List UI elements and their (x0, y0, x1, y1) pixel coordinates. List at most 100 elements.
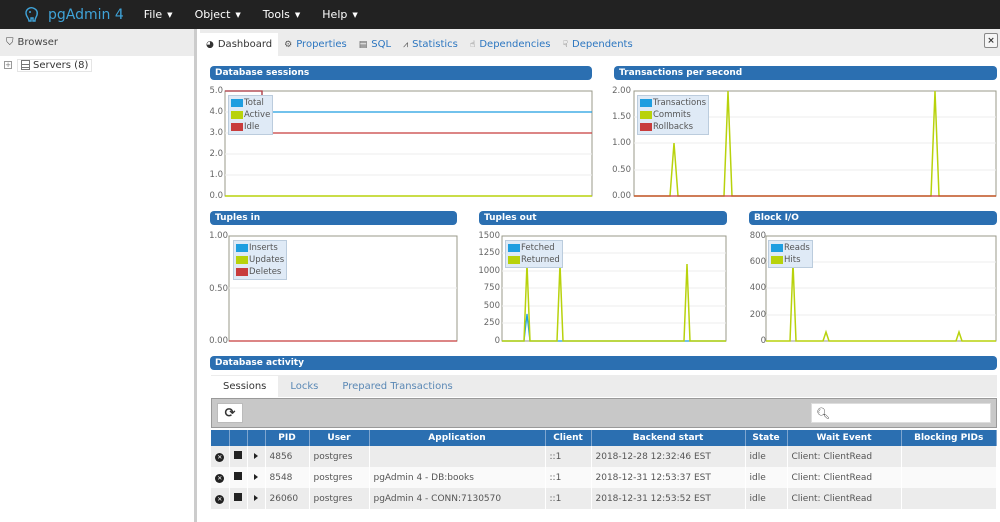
swatch-icon (236, 268, 248, 276)
tab-sessions[interactable]: Sessions (211, 376, 279, 397)
legend-label: Reads (784, 243, 810, 253)
y-tick: 0.0 (209, 191, 223, 201)
tab-locks[interactable]: Locks (290, 381, 319, 392)
cancel-button[interactable] (229, 488, 248, 509)
y-tick: 0.00 (612, 191, 631, 201)
menu-tools-label: Tools (262, 8, 290, 21)
y-tick: 250 (483, 318, 500, 328)
y-tick: 0.50 (612, 165, 631, 175)
tab-statistics[interactable]: ⩘ Statistics (397, 33, 464, 56)
swatch-icon (640, 111, 652, 119)
col-backend-start[interactable]: Backend start (591, 430, 746, 446)
cell-blocking-pids (901, 467, 997, 488)
search-box[interactable]: 🔍︎ (811, 403, 991, 423)
tuples-out-chart: 1500 1250 1000 750 500 250 0 Fetched Ret… (472, 231, 732, 349)
terminate-button[interactable]: ✕ (211, 488, 230, 509)
col-application[interactable]: Application (369, 430, 546, 446)
menu-object[interactable]: Object ▼ (195, 8, 241, 21)
col-client[interactable]: Client (545, 430, 592, 446)
expand-icon[interactable]: + (4, 61, 12, 69)
refresh-button[interactable]: ⟳ (217, 403, 243, 423)
table-row[interactable]: ✕ 26060 postgres pgAdmin 4 - CONN:713057… (211, 488, 997, 509)
stop-icon (234, 493, 242, 501)
col-pid[interactable]: PID (265, 430, 310, 446)
tab-dependencies-label: Dependencies (479, 39, 551, 50)
col-state[interactable]: State (745, 430, 788, 446)
activity-tabs: Sessions Locks Prepared Transactions (211, 375, 997, 397)
caret-down-icon: ▼ (235, 10, 241, 19)
tab-statistics-label: Statistics (412, 39, 458, 50)
sessions-table: PID User Application Client Backend star… (211, 430, 997, 509)
tps-chart: 2.00 1.50 1.00 0.50 0.00 Transactions Co… (600, 86, 1000, 204)
cell-application: pgAdmin 4 - DB:books (369, 467, 546, 488)
legend-item: Updates (236, 254, 284, 266)
tuples-in-legend: Inserts Updates Deletes (233, 240, 288, 280)
tab-properties[interactable]: ⚙ Properties (278, 33, 353, 56)
cell-client: ::1 (545, 467, 592, 488)
servers-label: Servers (8) (33, 59, 89, 71)
cancel-button[interactable] (229, 467, 248, 488)
tab-dependencies[interactable]: ☝ Dependencies (464, 33, 557, 56)
swatch-icon (231, 123, 243, 131)
y-tick: 0.00 (209, 336, 228, 346)
caret-down-icon: ▼ (167, 10, 173, 19)
col-user[interactable]: User (309, 430, 370, 446)
expand-row-button[interactable] (247, 446, 266, 467)
caret-down-icon: ▼ (352, 10, 358, 19)
app-logo: pgAdmin 4 (22, 5, 124, 25)
search-icon: 🔍︎ (816, 406, 830, 420)
y-tick: 1.00 (209, 231, 228, 241)
menu-tools[interactable]: Tools ▼ (263, 8, 301, 21)
legend-label: Deletes (249, 267, 282, 277)
cell-user: postgres (309, 467, 370, 488)
tab-prepared-transactions[interactable]: Prepared Transactions (342, 381, 453, 392)
close-panel-button[interactable]: × (984, 33, 998, 48)
cell-state: idle (745, 467, 788, 488)
legend-label: Idle (244, 122, 260, 132)
y-tick: 1250 (478, 248, 500, 258)
legend-item: Idle (231, 121, 270, 133)
tps-panel-title: Transactions per second (614, 66, 997, 80)
tab-dashboard[interactable]: ◕ Dashboard (200, 33, 279, 56)
menu-file[interactable]: File ▼ (144, 8, 173, 21)
legend-item: Rollbacks (640, 121, 706, 133)
legend-label: Fetched (521, 243, 555, 253)
tuples-in-panel-title: Tuples in (210, 211, 457, 225)
cell-blocking-pids (901, 446, 997, 467)
table-row[interactable]: ✕ 4856 postgres ::1 2018-12-28 12:32:46 … (211, 446, 997, 467)
search-input[interactable] (833, 407, 990, 419)
tree-item-servers[interactable]: + Servers (8) (0, 58, 194, 72)
file-icon: ▤ (358, 39, 368, 50)
cancel-button[interactable] (229, 446, 248, 467)
col-blocking-pids[interactable]: Blocking PIDs (901, 430, 997, 446)
y-tick: 5.0 (209, 86, 223, 96)
object-tabs: ◕ Dashboard ⚙ Properties ▤ SQL ⩘ Statistics … (200, 29, 1000, 56)
terminate-icon: ✕ (215, 494, 225, 504)
cell-blocking-pids (901, 488, 997, 509)
terminate-button[interactable]: ✕ (211, 467, 230, 488)
stop-icon (234, 472, 242, 480)
swatch-icon (640, 99, 652, 107)
legend-label: Total (244, 98, 264, 108)
expand-row-button[interactable] (247, 488, 266, 509)
terminate-button[interactable]: ✕ (211, 446, 230, 467)
col-wait-event[interactable]: Wait Event (787, 430, 902, 446)
browser-title: Browser (17, 37, 59, 48)
legend-label: Inserts (249, 243, 278, 253)
swatch-icon (508, 256, 520, 264)
col-cancel (229, 430, 248, 446)
tab-dependents[interactable]: ☟ Dependents (557, 33, 639, 56)
y-tick: 200 (749, 310, 766, 320)
menu-help[interactable]: Help ▼ (322, 8, 357, 21)
y-tick: 0 (760, 336, 766, 346)
swatch-icon (508, 244, 520, 252)
sessions-chart: 5.0 4.0 3.0 2.0 1.0 0.0 Total Active Idl… (195, 86, 595, 204)
legend-item: Active (231, 109, 270, 121)
servers-node[interactable]: Servers (8) (17, 58, 93, 72)
table-row[interactable]: ✕ 8548 postgres pgAdmin 4 - DB:books ::1… (211, 467, 997, 488)
y-tick: 2.0 (209, 149, 223, 159)
expand-row-button[interactable] (247, 467, 266, 488)
tps-legend: Transactions Commits Rollbacks (637, 95, 710, 135)
tab-sql[interactable]: ▤ SQL (353, 33, 397, 56)
legend-label: Active (244, 110, 271, 120)
